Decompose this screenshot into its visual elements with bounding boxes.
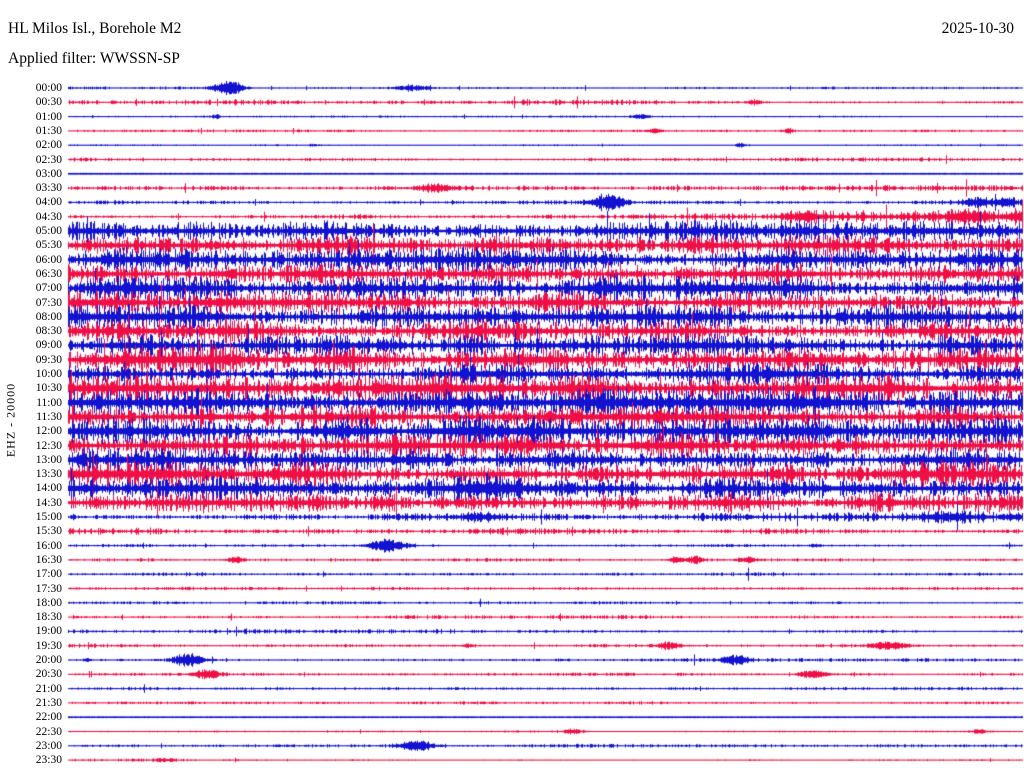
row-time-label: 20:00 <box>35 654 62 666</box>
row-time-label: 18:00 <box>35 596 62 609</box>
row-time-label: 16:00 <box>35 539 62 552</box>
row-time-label: 22:30 <box>35 725 62 738</box>
row-time-label: 01:30 <box>35 124 62 137</box>
row-time-label: 05:00 <box>35 225 62 237</box>
row-time-label: 14:00 <box>35 482 62 495</box>
row-time-label: 23:00 <box>35 739 62 752</box>
row-time-label: 06:30 <box>35 267 62 280</box>
row-time-label: 11:30 <box>36 410 62 423</box>
row-time-label: 08:00 <box>35 310 62 323</box>
row-time-label: 19:00 <box>35 625 62 638</box>
row-time-label: 08:30 <box>35 325 62 338</box>
row-time-label: 04:00 <box>35 196 62 209</box>
row-time-label: 20:30 <box>35 668 62 681</box>
row-time-label: 06:00 <box>35 253 62 266</box>
row-time-label: 00:00 <box>35 82 62 94</box>
row-time-label: 15:30 <box>35 525 62 538</box>
row-time-label: 10:30 <box>35 382 62 395</box>
row-time-label: 16:30 <box>35 553 62 566</box>
row-time-label: 02:30 <box>35 153 62 166</box>
row-time-label: 13:00 <box>35 453 62 466</box>
row-time-label: 02:00 <box>35 139 62 152</box>
row-time-label: 07:30 <box>35 296 62 309</box>
row-time-label: 10:00 <box>35 368 62 380</box>
row-time-label: 12:00 <box>35 425 62 438</box>
row-time-label: 23:30 <box>35 754 62 767</box>
row-time-label: 12:30 <box>35 439 62 452</box>
row-time-label: 19:30 <box>35 639 62 652</box>
row-time-label: 00:30 <box>35 96 62 109</box>
row-time-label: 22:00 <box>35 711 62 724</box>
row-time-label: 03:00 <box>35 167 62 180</box>
row-time-label: 17:00 <box>35 568 62 581</box>
row-time-label: 01:00 <box>35 110 62 123</box>
row-time-label: 13:30 <box>35 468 62 481</box>
row-time-label: 09:30 <box>35 353 62 366</box>
row-time-label: 17:30 <box>35 582 62 595</box>
row-time-label: 09:00 <box>35 339 62 352</box>
row-time-label: 14:30 <box>35 496 62 509</box>
row-time-label: 05:30 <box>35 239 62 252</box>
row-time-label: 04:30 <box>35 210 62 223</box>
row-time-label: 15:00 <box>35 511 62 523</box>
row-time-label: 07:00 <box>35 282 62 295</box>
row-time-label: 21:30 <box>35 696 62 709</box>
row-time-label: 11:00 <box>36 396 62 409</box>
row-time-label: 03:30 <box>35 182 62 195</box>
row-time-label: 18:30 <box>35 611 62 624</box>
row-time-label: 21:00 <box>35 682 62 695</box>
